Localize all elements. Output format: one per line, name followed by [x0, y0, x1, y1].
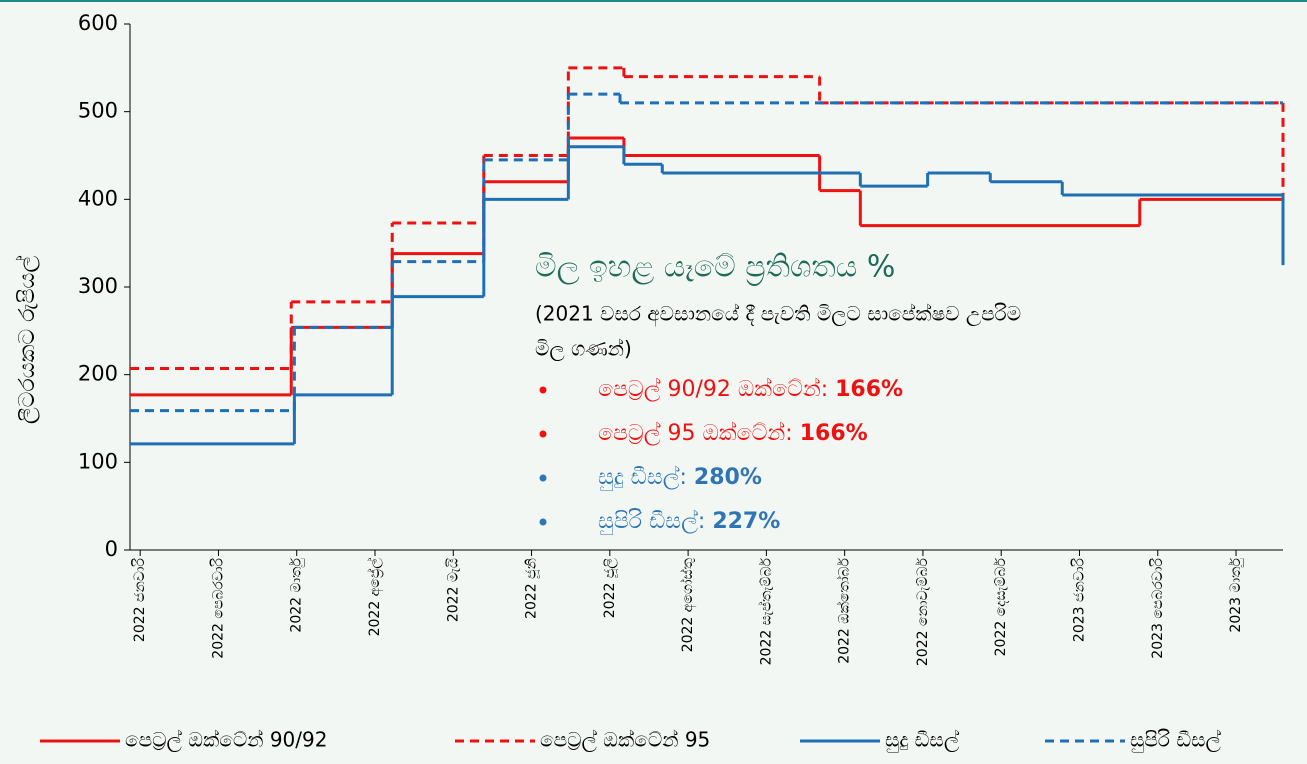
- x-tick-label: 2023 මාර්තු: [1228, 557, 1244, 632]
- item-label: සුදු ඩීසල්:: [598, 465, 687, 491]
- x-tick-label: 2022 අගෝස්තු: [680, 557, 697, 652]
- x-tick-label: 2023 පෙබරවාරි: [1150, 557, 1166, 658]
- bullet: [539, 518, 547, 526]
- legend-label: පෙට්‍රල් ඔක්ටේන් 95: [540, 728, 710, 753]
- annotation-title: මිල ඉහළ යෑමේ ප්‍රතිශතය %: [535, 250, 895, 286]
- x-tick-label: 2022 ජූලි: [602, 558, 619, 619]
- y-axis-label: ලීටරයකට රුපියල්: [15, 256, 40, 424]
- annotation-item: සුදු ඩීසල්: 280%: [598, 465, 762, 491]
- item-value: 166%: [800, 421, 868, 446]
- bullet: [539, 474, 547, 482]
- x-tick-label: 2022 සැප්තැම්බර්: [758, 557, 774, 665]
- item-label: පෙට්‍රල් 90/92 ඔක්ටේන්:: [598, 377, 828, 402]
- annotation-item: පෙට්‍රල් 95 ඔක්ටේන්: 166%: [598, 421, 868, 446]
- x-tick-label: 2022 මැයි: [445, 557, 461, 622]
- y-tick-label: 300: [78, 274, 118, 298]
- x-tick-label: 2022 නොවැම්බර්: [915, 557, 931, 666]
- item-label: පෙට්‍රල් 95 ඔක්ටේන්:: [598, 421, 793, 446]
- item-value: 227%: [712, 509, 780, 534]
- x-tick-label: 2022 ජූනි: [524, 558, 541, 619]
- legend-label: සුදු ඩීසල්: [885, 728, 959, 754]
- x-tick-label: 2022 පෙබරවාරි: [210, 557, 226, 658]
- x-tick-label: 2022 මාර්තු: [289, 557, 305, 632]
- legend-label: සුපිරි ඩීසල්: [1130, 728, 1221, 754]
- x-tick-label: 2022 අප්‍රේල්: [367, 558, 384, 637]
- y-tick-label: 500: [78, 99, 118, 123]
- x-tick-label: 2022 ඔක්තෝබර්: [837, 557, 853, 663]
- item-label: සුපිරි ඩීසල්:: [598, 508, 705, 535]
- series-line: [130, 92, 1283, 413]
- legend-label: පෙට්‍රල් ඔක්ටේන් 90/92: [125, 728, 327, 753]
- y-tick-label: 0: [105, 537, 118, 561]
- item-value: 280%: [694, 465, 762, 490]
- annotation-subtitle: මිල ගණන්): [535, 337, 632, 362]
- x-tick-label: 2022 ජනවාරි: [132, 557, 148, 642]
- y-tick-label: 400: [78, 186, 118, 210]
- y-tick-label: 100: [78, 449, 118, 473]
- bullet: [539, 430, 547, 438]
- x-tick-label: 2022 දෙසැම්බර්: [993, 557, 1009, 656]
- x-tick-label: 2023 ජනවාරි: [1071, 557, 1087, 642]
- item-value: 166%: [835, 377, 903, 402]
- bullet: [539, 386, 547, 394]
- annotation-subtitle: (2021 වසර අවසානයේ දී පැවති මිලට සාපේක්ෂව…: [535, 302, 1021, 327]
- annotation-item: සුපිරි ඩීසල්: 227%: [598, 508, 780, 535]
- y-tick-label: 200: [78, 362, 118, 386]
- y-tick-label: 600: [78, 11, 118, 35]
- annotation-item: පෙට්‍රල් 90/92 ඔක්ටේන්: 166%: [598, 377, 903, 402]
